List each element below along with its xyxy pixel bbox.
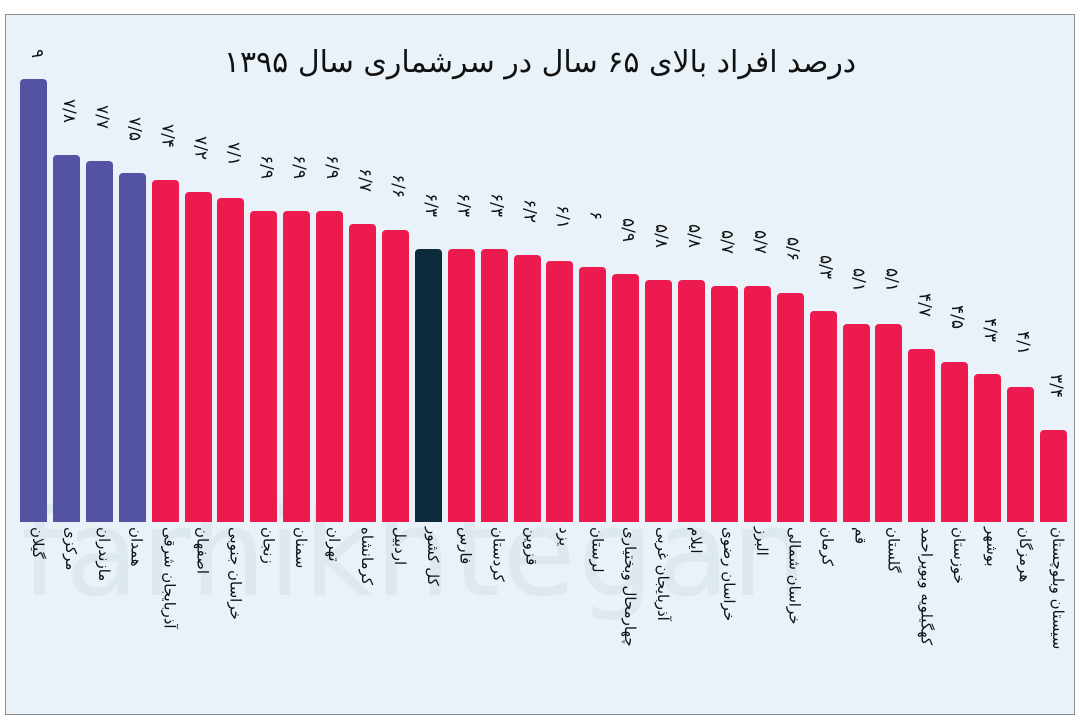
- bar-value-label: ۶/۳: [420, 192, 441, 217]
- category-label: همدان: [127, 527, 146, 567]
- bar-plot-area: ۹ گیلان ۷/۸ مرکزی ۷/۷ مازندران ۷/۵ همدان ۷/۴ آذرب…: [6, 15, 1074, 714]
- category-label: سمنان: [292, 527, 311, 569]
- bar: [842, 323, 870, 522]
- category-label: آذربایجان شرقی: [160, 527, 179, 629]
- bar: [645, 279, 673, 522]
- category-label: مازندران: [94, 527, 113, 582]
- bar-value-label: ۵/۱: [848, 267, 869, 292]
- bar: [184, 192, 212, 522]
- chart-panel: farhikhtegan درصد افراد بالای ۶۵ سال در …: [5, 14, 1075, 715]
- category-label: آذربایجان غربی: [654, 527, 673, 621]
- bar: [1007, 386, 1034, 522]
- bar: [118, 173, 146, 522]
- category-label: قزوین: [522, 527, 541, 566]
- bar: [743, 286, 771, 522]
- bar-value-label: ۶/۲: [519, 198, 540, 223]
- bar-value-label: ۵/۸: [651, 223, 672, 248]
- bar: [678, 279, 705, 522]
- category-label: یزد: [555, 527, 574, 547]
- category-label: خراسان رضوی: [719, 527, 738, 622]
- bar-value-label: ۴/۷: [914, 292, 935, 317]
- bar-value-label: ۵/۶: [782, 236, 803, 261]
- category-label: خراسان جنوبی: [226, 527, 245, 620]
- category-label: قم: [851, 527, 870, 545]
- category-label: اصفهان: [193, 527, 212, 574]
- category-label: کرمان: [818, 527, 837, 567]
- bar: [381, 229, 409, 522]
- bar-value-label: ۷/۱: [223, 142, 244, 167]
- bar: [1039, 430, 1067, 522]
- bar: [480, 248, 508, 522]
- bar: [974, 374, 1002, 522]
- bar-value-label: ۷/۵: [124, 117, 145, 142]
- category-label: مرکزی: [61, 527, 80, 571]
- category-label: تهران: [325, 527, 344, 562]
- bar: [349, 223, 376, 522]
- category-label: ایلام: [687, 527, 705, 554]
- bar: [908, 348, 936, 522]
- bar-value-label: ۶/۹: [322, 155, 343, 179]
- bar-value-label: ۳/۴: [1045, 374, 1066, 399]
- bar: [316, 211, 344, 522]
- bar: [875, 323, 903, 522]
- bar-value-label: ۵/۷: [716, 230, 737, 255]
- bar-value-label: ۴/۱: [1013, 330, 1033, 355]
- bar: [579, 267, 607, 522]
- bar-value-label: ۵/۸: [684, 223, 704, 248]
- bar-value-label: ۴/۳: [980, 318, 1001, 343]
- bar-value-label: ۷/۴: [157, 123, 178, 148]
- bar: [151, 179, 179, 522]
- bar-value-label: ۶/۹: [289, 155, 310, 179]
- category-label: گیلان: [29, 527, 47, 559]
- category-label: خراسان شمالی: [785, 527, 804, 625]
- bar: [809, 311, 837, 522]
- category-label: البرز: [752, 527, 771, 556]
- category-label: بوشهر: [983, 527, 1002, 567]
- bar-value-label: ۹: [27, 49, 47, 59]
- category-label: کهگیلویه وبویراحمد: [917, 527, 936, 646]
- bar-value-label: ۷/۲: [190, 136, 211, 161]
- category-label: خوزستان: [950, 527, 969, 584]
- bar-value-label: ۵/۷: [749, 230, 770, 255]
- bar: [546, 261, 574, 522]
- bar-value-label: ۶: [585, 211, 606, 221]
- bar: [776, 292, 804, 522]
- bar: [447, 248, 475, 522]
- category-label: کرمانشاه: [358, 527, 376, 586]
- bar-value-label: ۶/۹: [256, 155, 277, 179]
- bar: [52, 154, 80, 522]
- bar: [250, 211, 278, 522]
- category-label: هرمزگان: [1016, 527, 1034, 583]
- bar-value-label: ۶/۶: [387, 173, 408, 198]
- category-label: فارس: [456, 527, 475, 565]
- category-label: کل کشور: [423, 527, 442, 586]
- bar-value-label: ۶/۱: [552, 205, 573, 230]
- bar-value-label: ۴/۵: [947, 305, 968, 330]
- category-label: گلستان: [884, 527, 903, 573]
- bar: [941, 361, 969, 522]
- category-label: چهارمحال وبختیاری: [621, 527, 640, 647]
- bar-value-label: ۷/۷: [91, 104, 112, 129]
- bar: [217, 198, 245, 522]
- bar-value-label: ۶/۳: [486, 192, 507, 217]
- bar-value-label: ۵/۱: [881, 267, 902, 292]
- bar-value-label: ۷/۸: [58, 98, 79, 123]
- category-label: زنجان: [259, 527, 278, 564]
- bar: [513, 254, 541, 522]
- category-label: اردبیل: [390, 527, 409, 566]
- bar-value-label: ۵/۳: [815, 255, 836, 280]
- bar: [20, 79, 47, 522]
- category-label: لرستان: [588, 527, 607, 573]
- category-label: سیستان وبلوچستان: [1048, 527, 1067, 650]
- category-label: کردستان: [489, 527, 508, 582]
- bar-value-label: ۶/۳: [453, 192, 474, 217]
- bar-value-label: ۵/۹: [618, 217, 639, 242]
- bar: [612, 273, 640, 522]
- chart-title: درصد افراد بالای ۶۵ سال در سرشماری سال ۱…: [223, 45, 857, 80]
- bar-value-label: ۶/۷: [355, 167, 375, 192]
- bar: [85, 160, 113, 522]
- bar: [710, 286, 738, 522]
- bar: [414, 248, 442, 522]
- bar: [283, 211, 311, 522]
